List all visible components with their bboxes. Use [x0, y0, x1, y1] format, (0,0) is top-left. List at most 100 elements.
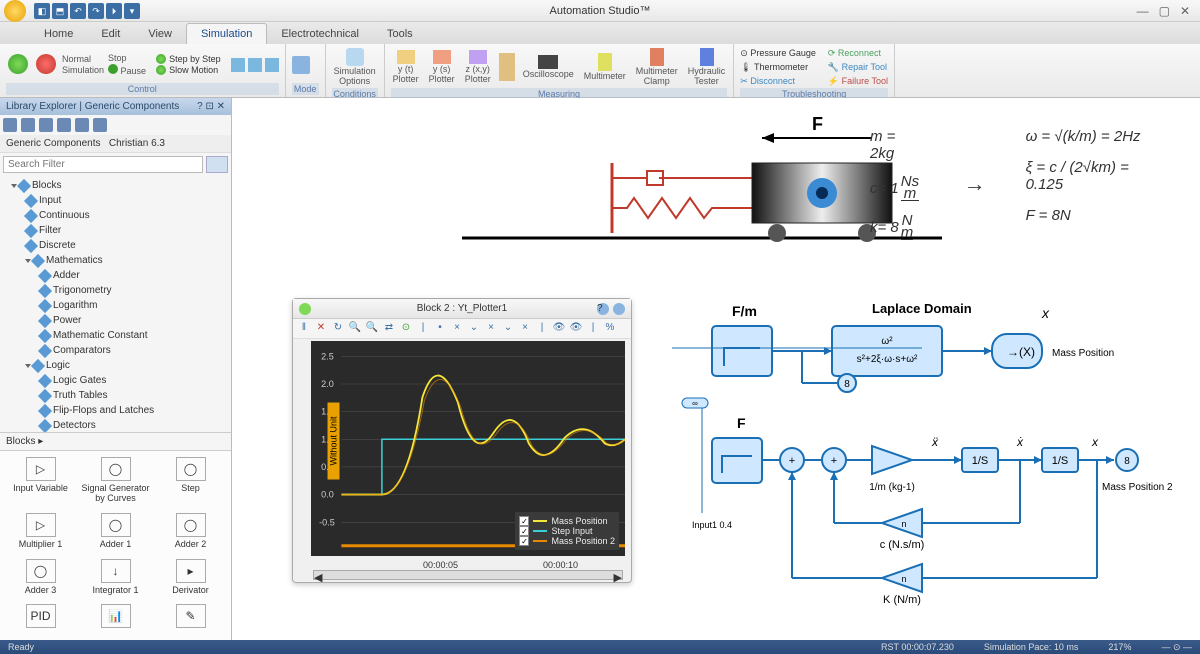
search-input[interactable]	[3, 156, 203, 173]
plotter-toolbar[interactable]: ‖✕↻🔍🔍⇄⊙| •×⌄×⌄×|👁👁|%	[293, 319, 631, 339]
window-controls[interactable]: — ▢ ✕	[1137, 4, 1200, 18]
palette-item[interactable]: ◯Signal Generator by Curves	[79, 455, 152, 509]
tree-node[interactable]: Comparators	[4, 343, 227, 358]
tab-view[interactable]: View	[134, 24, 186, 44]
tree-node[interactable]: Flip-Flops and Latches	[4, 403, 227, 418]
gear-icon[interactable]	[613, 303, 625, 315]
svg-text:F/m: F/m	[732, 303, 757, 319]
tree-node[interactable]: Trigonometry	[4, 283, 227, 298]
svg-text:+: +	[831, 455, 837, 467]
thermometer-item[interactable]: 🌡 Thermometer	[740, 60, 816, 74]
palette-item[interactable]: ◯Adder 2	[154, 511, 227, 555]
tree-node[interactable]: Truth Tables	[4, 388, 227, 403]
tab-electrotechnical[interactable]: Electrotechnical	[267, 24, 373, 44]
pressure-gauge-item[interactable]: ⊙ Pressure Gauge	[740, 46, 816, 60]
ribbon-icon[interactable]	[499, 53, 515, 81]
help-icon[interactable]: ?	[597, 303, 609, 315]
palette-item[interactable]: ▷Input Variable	[4, 455, 77, 509]
tab-simulation[interactable]: Simulation	[186, 23, 267, 44]
palette-item[interactable]: ▷Multiplier 1	[4, 511, 77, 555]
tree-node[interactable]: Continuous	[4, 208, 227, 223]
reconnect-item[interactable]: ⟳ Reconnect	[828, 46, 888, 60]
zoom-slider[interactable]: — ⊙ —	[1161, 642, 1192, 653]
blocks-row[interactable]: Blocks ▸	[0, 432, 231, 450]
failure-tool-item[interactable]: ⚡ Failure Tool	[828, 74, 888, 88]
tree-node[interactable]: Input	[4, 193, 227, 208]
mode-icon[interactable]	[292, 56, 310, 74]
canvas-area[interactable]: F m = 2kg c = 1 Nsm k = 8 Nm → ω = √(k/m…	[232, 98, 1200, 640]
palette-item[interactable]: ▸Derivator	[154, 557, 227, 601]
close-icon[interactable]: ✕	[1180, 4, 1190, 18]
pause-label: Pause	[121, 66, 147, 76]
tree-node[interactable]: Logic	[4, 358, 227, 373]
quick-access-toolbar[interactable]: ◧ ⬒ ↶ ↷ ⏵ ▾	[34, 3, 140, 19]
equations: m = 2kg c = 1 Nsm k = 8 Nm → ω = √(k/m) …	[870, 128, 1170, 240]
ribbon-tabs: HomeEditViewSimulationElectrotechnicalTo…	[0, 22, 1200, 44]
svg-text:x: x	[1091, 435, 1099, 449]
ribbon-icon[interactable]	[265, 58, 279, 72]
maximize-icon[interactable]: ▢	[1159, 4, 1170, 18]
palette-item[interactable]: ✎	[154, 602, 227, 636]
repair-tool-item[interactable]: 🔧 Repair Tool	[828, 60, 888, 74]
tree-node[interactable]: Power	[4, 313, 227, 328]
palette-item[interactable]: PID	[4, 602, 77, 636]
svg-text:c (N.s/m): c (N.s/m)	[880, 539, 925, 551]
multimeter-clamp-button[interactable]: MultimeterClamp	[634, 46, 680, 88]
palette-item[interactable]: ↓Integrator 1	[79, 557, 152, 601]
status-pace: Simulation Pace: 10 ms	[984, 642, 1079, 652]
multimeter-button[interactable]: Multimeter	[582, 51, 628, 83]
x-tick: 00:00:05	[423, 560, 458, 570]
status-zoom[interactable]: 217%	[1108, 642, 1131, 652]
step-by-step-toggle[interactable]: Step by Step	[156, 54, 221, 64]
play-button[interactable]	[6, 52, 30, 78]
chart-legend[interactable]: ✓Mass Position ✓Step Input ✓Mass Positio…	[515, 512, 619, 550]
tree-node[interactable]: Blocks	[4, 178, 227, 193]
component-tree[interactable]: BlocksInputContinuousFilterDiscreteMathe…	[0, 176, 231, 432]
normal-label: Normal	[62, 54, 104, 65]
library-toolbar[interactable]	[0, 115, 231, 135]
scrollbar[interactable]: ◀▶	[313, 570, 623, 580]
minimize-icon[interactable]: —	[1137, 4, 1149, 18]
hydraulic-tester-button[interactable]: HydraulicTester	[686, 46, 728, 88]
slow-motion-toggle[interactable]: Slow Motion	[156, 65, 221, 75]
svg-text:F: F	[737, 415, 746, 431]
stop-button[interactable]	[34, 52, 58, 78]
tree-node[interactable]: Adder	[4, 268, 227, 283]
palette-item[interactable]: ◯Adder 3	[4, 557, 77, 601]
ys-plotter-button[interactable]: y (s)Plotter	[427, 48, 457, 86]
tab-edit[interactable]: Edit	[87, 24, 134, 44]
lib-tab[interactable]: Christian 6.3	[109, 138, 165, 149]
ribbon-icon[interactable]	[231, 58, 245, 72]
qat-icon[interactable]: ⏵	[106, 3, 122, 19]
tree-node[interactable]: Logarithm	[4, 298, 227, 313]
qat-icon[interactable]: ◧	[34, 3, 50, 19]
tree-node[interactable]: Filter	[4, 223, 227, 238]
qat-icon[interactable]: ▾	[124, 3, 140, 19]
tree-node[interactable]: Detectors	[4, 418, 227, 432]
simulation-options-button[interactable]: SimulationOptions	[332, 46, 378, 88]
tab-home[interactable]: Home	[30, 24, 87, 44]
plotter-window[interactable]: Block 2 : Yt_Plotter1 ? ‖✕↻🔍🔍⇄⊙| •×⌄×⌄×|…	[292, 298, 632, 583]
tree-node[interactable]: Logic Gates	[4, 373, 227, 388]
oscilloscope-button[interactable]: Oscilloscope	[521, 53, 576, 81]
qat-icon[interactable]: ⬒	[52, 3, 68, 19]
block-diagram: Laplace Domain F/m ω² s²+2ξ·ω·s+ω² →(X) …	[672, 298, 1172, 618]
lib-tab[interactable]: Generic Components	[6, 138, 101, 149]
app-title: Automation Studio™	[550, 5, 651, 17]
disconnect-item[interactable]: ✂ Disconnect	[740, 74, 816, 88]
group-label: Control	[6, 83, 279, 95]
qat-icon[interactable]: ↶	[70, 3, 86, 19]
ribbon-icon[interactable]	[248, 58, 262, 72]
palette-item[interactable]: 📊	[79, 602, 152, 636]
tree-node[interactable]: Mathematics	[4, 253, 227, 268]
search-options-icon[interactable]	[206, 156, 228, 173]
palette-item[interactable]: ◯Adder 1	[79, 511, 152, 555]
qat-icon[interactable]: ↷	[88, 3, 104, 19]
zxy-plotter-button[interactable]: z (x,y)Plotter	[463, 48, 493, 86]
panel-controls[interactable]: ? ⊡ ✕	[197, 101, 225, 112]
yt-plotter-button[interactable]: y (t)Plotter	[391, 48, 421, 86]
tab-tools[interactable]: Tools	[373, 24, 427, 44]
tree-node[interactable]: Discrete	[4, 238, 227, 253]
tree-node[interactable]: Mathematic Constant	[4, 328, 227, 343]
palette-item[interactable]: ◯Step	[154, 455, 227, 509]
